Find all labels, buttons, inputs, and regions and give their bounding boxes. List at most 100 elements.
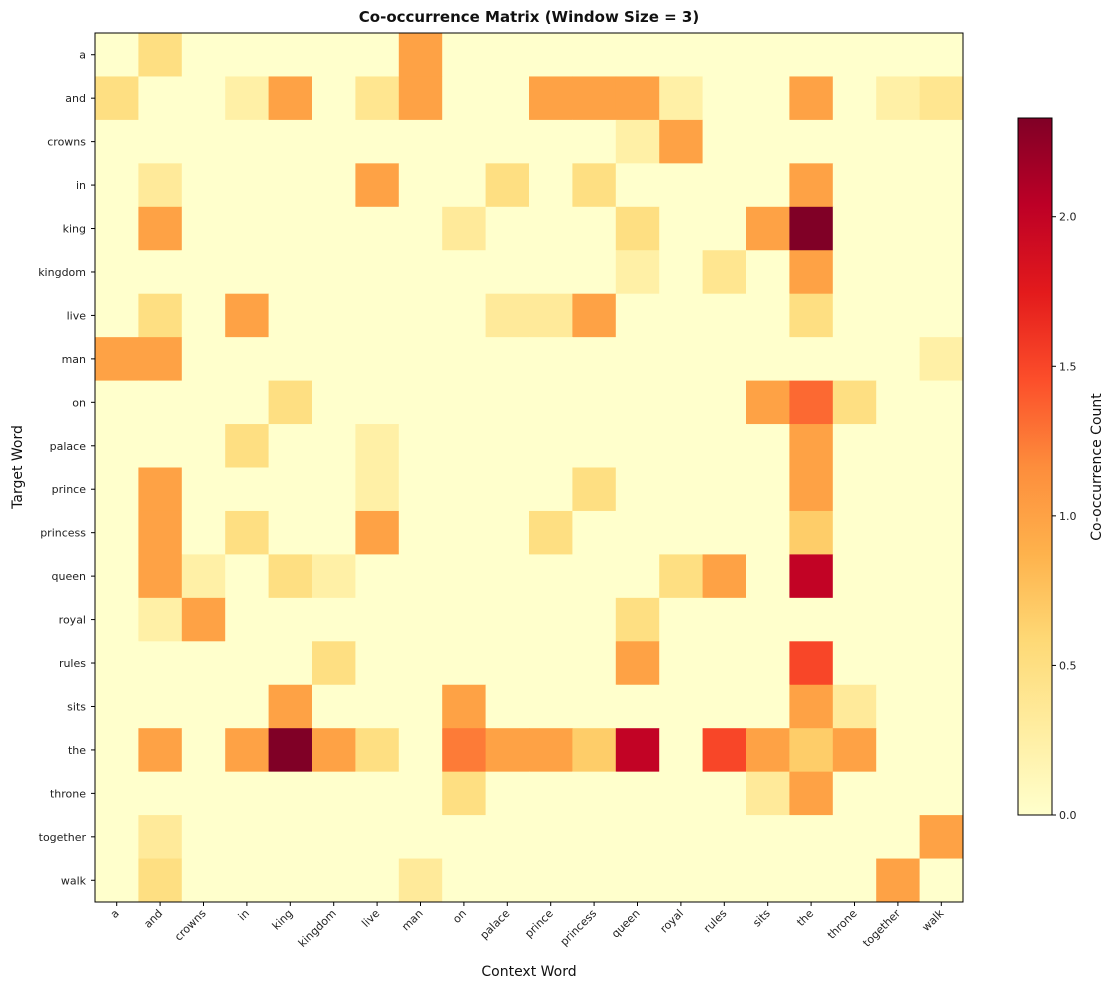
heatmap-cell-crowns-kingdom bbox=[312, 119, 356, 164]
x-tick-label: man bbox=[399, 907, 425, 933]
heatmap-cell-crowns-palace bbox=[485, 119, 530, 164]
heatmap-cell-in-rules bbox=[702, 163, 747, 208]
heatmap-cell-princess-on bbox=[442, 510, 487, 555]
colorbar-tick-label: 1.0 bbox=[1059, 510, 1077, 523]
heatmap-cell-walk-rules bbox=[702, 858, 747, 903]
heatmap-cell-a-palace bbox=[485, 33, 530, 77]
heatmap-cell-together-princess bbox=[572, 815, 617, 860]
heatmap-cell-walk-princess bbox=[572, 858, 617, 903]
heatmap-cell-together-queen bbox=[615, 815, 660, 860]
heatmap-cell-sits-prince bbox=[529, 684, 573, 729]
heatmap-cell-king-a bbox=[95, 206, 139, 251]
x-tick-label: royal bbox=[658, 907, 687, 936]
heatmap-cell-the-the bbox=[789, 728, 834, 773]
heatmap-cell-king-on bbox=[442, 206, 487, 251]
heatmap-cell-princess-a bbox=[95, 510, 139, 555]
heatmap-cell-the-kingdom bbox=[312, 728, 356, 773]
x-tick-label: live bbox=[359, 907, 382, 930]
heatmap-cell-rules-throne bbox=[832, 641, 877, 686]
heatmap-cell-crowns-king bbox=[268, 119, 313, 164]
heatmap-cell-kingdom-queen bbox=[615, 250, 660, 295]
heatmap-cell-rules-kingdom bbox=[312, 641, 356, 686]
heatmap-cell-throne-the bbox=[789, 771, 834, 816]
heatmap-cell-and-the bbox=[789, 76, 834, 121]
heatmap-cell-rules-in bbox=[225, 641, 270, 686]
heatmap-cell-prince-throne bbox=[832, 467, 877, 512]
heatmap-cell-kingdom-kingdom bbox=[312, 250, 356, 295]
x-tick-label: king bbox=[270, 907, 296, 933]
heatmap-cell-and-walk bbox=[919, 76, 964, 121]
heatmap-cell-sits-princess bbox=[572, 684, 617, 729]
heatmap-cell-queen-on bbox=[442, 554, 487, 599]
heatmap-cell-in-on bbox=[442, 163, 487, 208]
heatmap-cell-on-throne bbox=[832, 380, 877, 425]
heatmap-cell-together-live bbox=[355, 815, 400, 860]
x-tick-label: on bbox=[450, 907, 469, 926]
y-tick-labels: a and crowns in king kingdom live man on palace pr… bbox=[38, 49, 95, 887]
heatmap-cell-and-man bbox=[398, 76, 443, 121]
heatmap-cell-live-the bbox=[789, 293, 834, 338]
heatmap-cell-live-a bbox=[95, 293, 139, 338]
heatmap-cell-throne-on bbox=[442, 771, 487, 816]
heatmap-cell-in-royal bbox=[659, 163, 704, 208]
heatmap-cell-kingdom-on bbox=[442, 250, 487, 295]
heatmap-cell-king-rules bbox=[702, 206, 747, 251]
heatmap-cell-crowns-rules bbox=[702, 119, 747, 164]
heatmap-cell-a-live bbox=[355, 33, 400, 77]
heatmap-cell-a-and bbox=[138, 33, 183, 77]
x-tick-label: and bbox=[141, 907, 165, 931]
heatmap-cell-the-throne bbox=[832, 728, 877, 773]
heatmap-cell-kingdom-together bbox=[876, 250, 921, 295]
heatmap-cell-throne-prince bbox=[529, 771, 573, 816]
heatmap-cell-king-crowns bbox=[181, 206, 226, 251]
heatmap-cell-in-princess bbox=[572, 163, 617, 208]
heatmap-cell-the-sits bbox=[746, 728, 790, 773]
heatmap-cell-a-kingdom bbox=[312, 33, 356, 77]
heatmap-cell-a-in bbox=[225, 33, 270, 77]
heatmap-cell-and-in bbox=[225, 76, 270, 121]
heatmap-cell-prince-man bbox=[398, 467, 443, 512]
heatmap-cell-princess-royal bbox=[659, 510, 704, 555]
heatmap-cell-rules-a bbox=[95, 641, 139, 686]
heatmap-cell-and-royal bbox=[659, 76, 704, 121]
heatmap-cell-crowns-the bbox=[789, 119, 834, 164]
x-tick-label: the bbox=[794, 907, 816, 929]
heatmap-cell-live-man bbox=[398, 293, 443, 338]
chart-title: Co-occurrence Matrix (Window Size = 3) bbox=[359, 8, 699, 26]
heatmap-cell-in-live bbox=[355, 163, 400, 208]
y-tick-label: together bbox=[39, 831, 87, 844]
heatmap-cell-prince-palace bbox=[485, 467, 530, 512]
heatmap-cell-princess-walk bbox=[919, 510, 964, 555]
heatmap-cell-throne-walk bbox=[919, 771, 964, 816]
heatmap-cell-prince-live bbox=[355, 467, 400, 512]
heatmap-cell-kingdom-live bbox=[355, 250, 400, 295]
heatmap-cell-king-sits bbox=[746, 206, 790, 251]
heatmap-cell-kingdom-prince bbox=[529, 250, 573, 295]
heatmap-cell-princess-together bbox=[876, 510, 921, 555]
heatmap-cell-on-walk bbox=[919, 380, 964, 425]
heatmap-cell-the-queen bbox=[615, 728, 660, 773]
heatmap-cell-the-crowns bbox=[181, 728, 226, 773]
heatmap-cell-princess-crowns bbox=[181, 510, 226, 555]
heatmap-cell-walk-prince bbox=[529, 858, 573, 903]
heatmap-cell-queen-crowns bbox=[181, 554, 226, 599]
heatmap-cell-sits-walk bbox=[919, 684, 964, 729]
x-tick-label: sits bbox=[750, 907, 773, 930]
heatmap-cell-a-queen bbox=[615, 33, 660, 77]
heatmap-cell-live-prince bbox=[529, 293, 573, 338]
heatmap-cell-royal-queen bbox=[615, 597, 660, 642]
heatmap-cell-together-crowns bbox=[181, 815, 226, 860]
heatmap-cell-rules-crowns bbox=[181, 641, 226, 686]
heatmap-cell-rules-on bbox=[442, 641, 487, 686]
heatmap-cell-royal-together bbox=[876, 597, 921, 642]
heatmap-cell-royal-kingdom bbox=[312, 597, 356, 642]
heatmap-cell-royal-man bbox=[398, 597, 443, 642]
x-tick-label: crowns bbox=[172, 907, 209, 944]
heatmap-cell-palace-throne bbox=[832, 424, 877, 468]
heatmap-cell-rules-the bbox=[789, 641, 834, 686]
heatmap-cell-queen-the bbox=[789, 554, 834, 599]
heatmap-cell-prince-queen bbox=[615, 467, 660, 512]
heatmap-cell-together-together bbox=[876, 815, 921, 860]
heatmap-cell-in-palace bbox=[485, 163, 530, 208]
heatmap-cell-live-princess bbox=[572, 293, 617, 338]
